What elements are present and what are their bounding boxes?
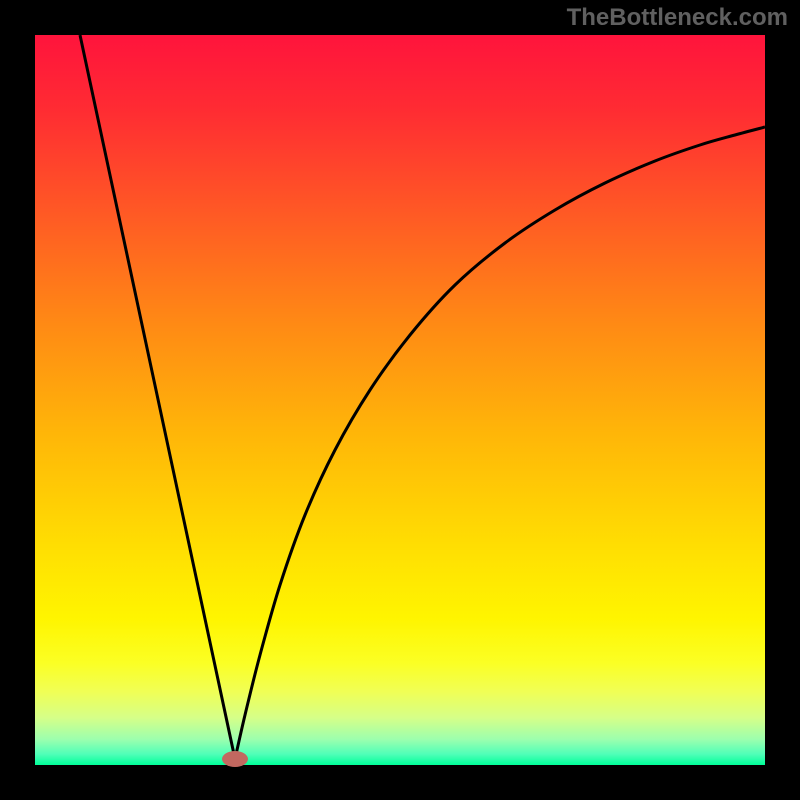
- chart-container: TheBottleneck.com: [0, 0, 800, 800]
- bottleneck-curve: [80, 35, 765, 759]
- plot-area: [35, 35, 765, 765]
- curve-overlay: [35, 35, 765, 765]
- minimum-marker: [222, 751, 248, 767]
- watermark-text: TheBottleneck.com: [567, 4, 788, 32]
